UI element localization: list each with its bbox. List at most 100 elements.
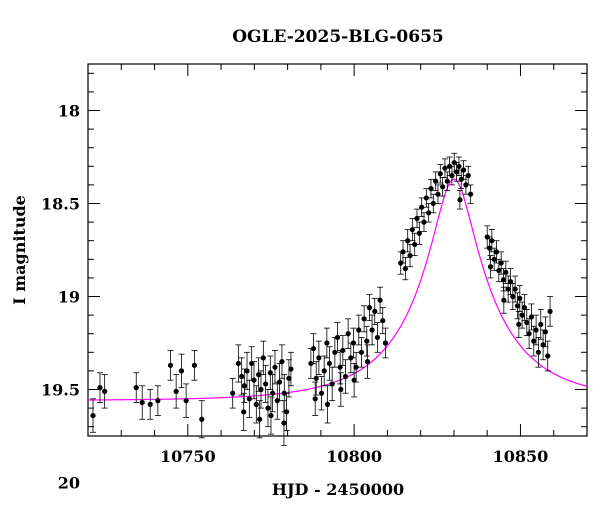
data-point	[246, 379, 253, 418]
data-marker	[90, 412, 96, 419]
data-point	[326, 346, 333, 381]
data-marker	[377, 297, 383, 303]
data-marker	[147, 401, 153, 407]
y-tick-label: 19	[58, 288, 80, 307]
data-marker	[265, 405, 271, 411]
data-marker	[374, 334, 381, 341]
model-layer	[87, 178, 588, 401]
data-point	[345, 318, 352, 349]
data-point	[139, 385, 146, 420]
data-point	[363, 325, 370, 357]
data-marker	[256, 372, 262, 378]
data-point	[154, 385, 161, 416]
data-marker	[167, 362, 174, 368]
data-point	[183, 383, 190, 418]
y-tick-label: 18	[58, 102, 80, 121]
data-marker	[528, 314, 535, 320]
data-point	[420, 212, 427, 232]
data-marker	[412, 241, 418, 248]
axis-ticks	[87, 64, 588, 436]
data-point	[519, 301, 526, 329]
data-marker	[380, 318, 386, 324]
data-point	[379, 307, 386, 335]
data-marker	[257, 416, 263, 422]
data-marker	[449, 173, 455, 179]
data-marker	[241, 383, 247, 389]
data-marker	[351, 377, 357, 383]
data-point	[235, 344, 242, 383]
data-marker	[382, 340, 389, 346]
data-point	[502, 260, 509, 284]
data-marker	[498, 260, 504, 266]
data-point	[515, 310, 522, 338]
data-marker	[456, 163, 462, 169]
data-point	[416, 221, 423, 245]
data-point	[339, 335, 346, 366]
data-marker	[516, 321, 522, 327]
data-marker	[524, 319, 530, 326]
data-marker	[318, 390, 325, 396]
data-marker	[356, 327, 362, 333]
data-point	[456, 190, 463, 210]
data-marker	[353, 364, 359, 370]
data-marker	[337, 364, 343, 370]
data-marker	[102, 388, 108, 394]
data-point	[323, 327, 330, 359]
data-marker	[241, 409, 247, 415]
data-point	[377, 286, 384, 314]
data-point	[342, 359, 349, 394]
data-marker	[430, 200, 436, 207]
data-marker	[421, 219, 427, 225]
data-marker	[345, 331, 351, 337]
data-marker	[183, 398, 189, 404]
data-marker	[316, 355, 322, 361]
data-marker	[489, 238, 495, 244]
data-point	[361, 305, 368, 333]
data-marker	[268, 412, 274, 419]
plot-frame	[87, 63, 588, 437]
data-marker	[97, 385, 103, 391]
data-point	[530, 325, 537, 357]
data-marker	[437, 171, 443, 177]
data-point	[418, 197, 425, 217]
data-point	[409, 217, 416, 242]
data-marker	[521, 305, 528, 311]
data-point	[337, 372, 344, 407]
data-point	[167, 350, 174, 381]
y-axis-label: I magnitude	[10, 195, 29, 305]
data-marker	[249, 360, 255, 367]
data-point	[521, 294, 528, 322]
data-marker	[258, 386, 264, 393]
data-marker	[444, 178, 450, 184]
data-point	[280, 400, 287, 446]
data-point	[101, 374, 108, 409]
data-marker	[342, 373, 349, 380]
data-point	[257, 370, 264, 409]
data-point	[89, 398, 96, 433]
data-point	[147, 389, 154, 420]
data-point	[369, 314, 376, 346]
data-point	[425, 203, 432, 223]
data-marker	[284, 409, 290, 415]
data-marker	[416, 230, 422, 236]
x-tick-labels: 10750 10800 10850	[160, 447, 548, 466]
data-marker	[465, 173, 471, 179]
data-point	[173, 374, 180, 409]
data-marker	[517, 295, 523, 301]
data-marker	[350, 340, 357, 346]
data-point	[241, 368, 248, 403]
data-marker	[324, 340, 330, 346]
data-point	[229, 377, 236, 409]
data-marker	[435, 191, 441, 197]
data-marker	[270, 390, 276, 396]
chart-title: OGLE-2025-BLG-0655	[232, 27, 444, 47]
data-point	[371, 297, 378, 325]
data-point	[537, 309, 544, 340]
data-marker	[340, 347, 346, 354]
data-marker	[191, 362, 198, 368]
data-marker	[246, 396, 252, 402]
x-tick-label: 10850	[493, 447, 549, 466]
data-marker	[487, 264, 494, 270]
y-tick-labels: 18 18.5 19 19.5 20	[41, 102, 80, 493]
data-marker	[361, 316, 367, 322]
